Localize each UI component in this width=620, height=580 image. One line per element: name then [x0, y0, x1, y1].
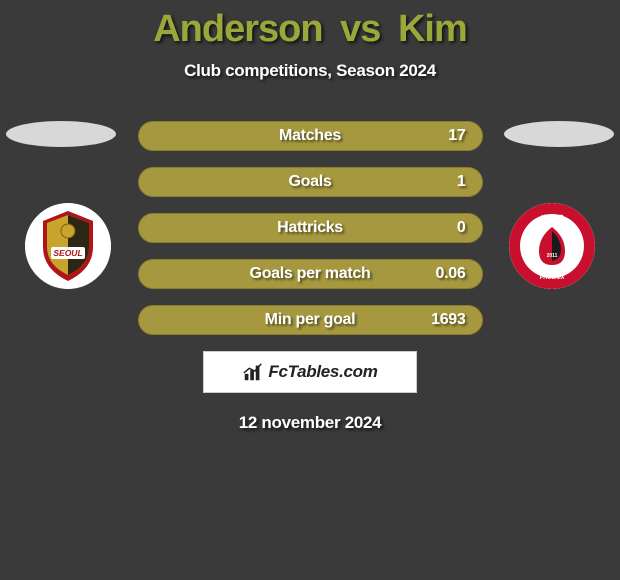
date-text: 12 november 2024 [0, 413, 620, 433]
svg-text:SEOUL: SEOUL [53, 248, 82, 258]
title-vs: vs [340, 8, 380, 50]
club-badge-right: 상주 상무 PHOENIX 2011 [509, 203, 595, 289]
stat-label: Min per goal [265, 311, 356, 329]
svg-text:PHOENIX: PHOENIX [540, 275, 565, 281]
stat-value: 1 [457, 173, 466, 191]
svg-text:2011: 2011 [547, 253, 558, 259]
phoenix-crest-icon: 상주 상무 PHOENIX 2011 [509, 203, 595, 289]
stat-label: Hattricks [277, 219, 343, 237]
stats-area: SEOUL 상주 상무 PHOENIX 2011 Matches 17 Goal… [0, 121, 620, 433]
player-right-ellipse [504, 121, 614, 147]
bar-chart-icon [242, 361, 264, 383]
title-player2: Kim [398, 8, 467, 50]
stat-value: 0 [457, 219, 466, 237]
player-left-ellipse [6, 121, 116, 147]
stat-row-matches: Matches 17 [138, 121, 483, 151]
club-badge-left: SEOUL [25, 203, 111, 289]
title-player1: Anderson [153, 8, 322, 50]
stat-label: Goals [289, 173, 332, 191]
stat-label: Goals per match [250, 265, 371, 283]
stat-row-goals: Goals 1 [138, 167, 483, 197]
stat-rows: Matches 17 Goals 1 Hattricks 0 Goals per… [138, 121, 483, 335]
svg-text:상주 상무: 상주 상무 [540, 214, 564, 222]
stat-label: Matches [279, 127, 341, 145]
stat-value: 0.06 [436, 265, 466, 283]
page-title: Anderson vs Kim [0, 0, 620, 51]
brand-box: FcTables.com [203, 351, 417, 393]
seoul-crest-icon: SEOUL [25, 203, 111, 289]
comparison-card: Anderson vs Kim Club competitions, Seaso… [0, 0, 620, 580]
brand-text: FcTables.com [268, 362, 377, 382]
subtitle: Club competitions, Season 2024 [0, 61, 620, 81]
stat-value: 17 [448, 127, 465, 145]
stat-value: 1693 [431, 311, 465, 329]
stat-row-hattricks: Hattricks 0 [138, 213, 483, 243]
stat-row-min-per-goal: Min per goal 1693 [138, 305, 483, 335]
stat-row-goals-per-match: Goals per match 0.06 [138, 259, 483, 289]
